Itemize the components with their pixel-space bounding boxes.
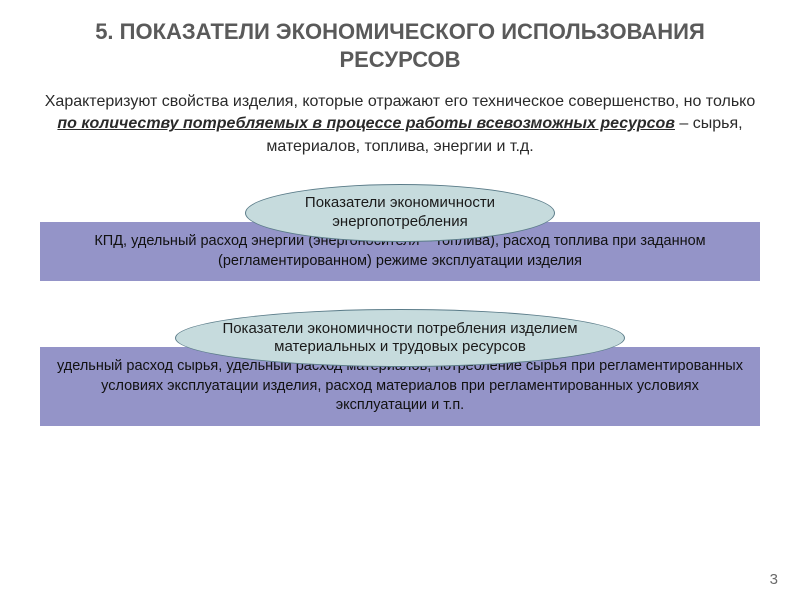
- intro-emphasis: по количеству потребляемых в процессе ра…: [57, 115, 675, 132]
- slide-title: 5. ПОКАЗАТЕЛИ ЭКОНОМИЧЕСКОГО ИСПОЛЬЗОВАН…: [40, 18, 760, 73]
- intro-text-1: Характеризуют свойства изделия, которые …: [45, 93, 756, 110]
- block-material: Показатели экономичности потребления изд…: [40, 309, 760, 426]
- block-energy: Показатели экономичности энергопотреблен…: [40, 184, 760, 281]
- page-number: 3: [770, 571, 778, 588]
- intro-paragraph: Характеризуют свойства изделия, которые …: [40, 91, 760, 158]
- ellipse-material: Показатели экономичности потребления изд…: [175, 309, 625, 367]
- ellipse-energy: Показатели экономичности энергопотреблен…: [245, 184, 555, 242]
